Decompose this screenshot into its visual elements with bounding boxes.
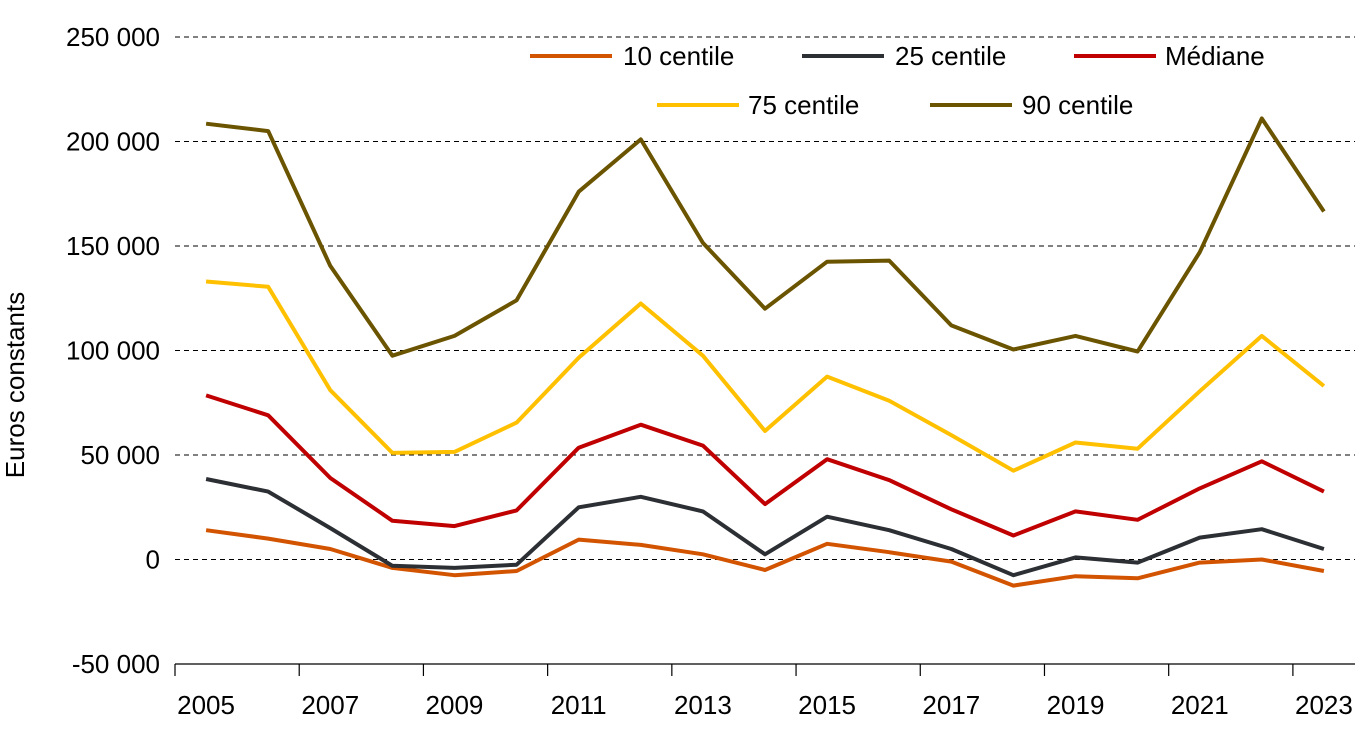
gridlines [175, 36, 1355, 560]
series-line-10-centile [205, 528, 1325, 588]
y-tick-label: 100 000 [66, 336, 160, 366]
x-tick-label: 2023 [1295, 690, 1353, 720]
series-lines [205, 116, 1326, 588]
legend-label-75-centile: 75 centile [748, 90, 859, 120]
y-tick-label: 50 000 [80, 440, 160, 470]
series-line-25-centile [205, 477, 1325, 578]
x-axis: 2005 2007 2009 2011 2013 2015 2017 2019 2021 2023 [174, 663, 1355, 720]
series-line-m-diane [205, 393, 1325, 538]
x-tick-label: 2007 [301, 690, 359, 720]
x-tick-label: 2005 [177, 690, 235, 720]
y-tick-label: 200 000 [66, 127, 160, 157]
x-tick-label: 2009 [426, 690, 484, 720]
y-axis: -50 000 0 50 000 100 000 150 000 200 000 250 0… [66, 22, 160, 679]
x-tick-label: 2011 [551, 690, 607, 720]
y-tick-label: 250 000 [66, 22, 160, 52]
x-tick-label: 2015 [798, 690, 856, 720]
series-line-90-centile [205, 116, 1326, 358]
legend-label-25-centile: 25 centile [895, 41, 1006, 71]
legend-label-10-centile: 10 centile [623, 41, 734, 71]
x-tick-label: 2019 [1047, 690, 1105, 720]
legend: 10 centile 25 centile Médiane 75 centile 90 … [530, 41, 1265, 120]
y-tick-label: 0 [146, 545, 160, 575]
y-tick-label: 150 000 [66, 231, 160, 261]
x-tick-label: 2017 [922, 690, 980, 720]
series-line-75-centile [205, 279, 1326, 473]
x-tick-label: 2013 [674, 690, 732, 720]
y-axis-title: Euros constants [0, 292, 30, 478]
x-tick-label: 2021 [1171, 690, 1229, 720]
legend-label-m-diane: Médiane [1165, 41, 1265, 71]
y-tick-label: -50 000 [72, 649, 160, 679]
legend-label-90-centile: 90 centile [1022, 90, 1133, 120]
